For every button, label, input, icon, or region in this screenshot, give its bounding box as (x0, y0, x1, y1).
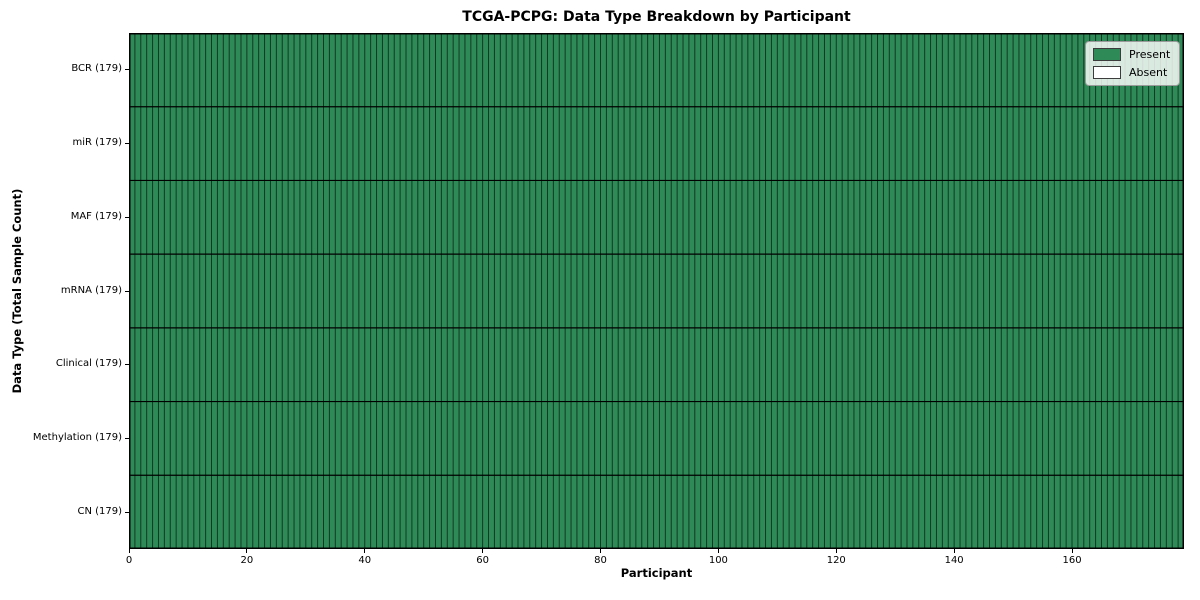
legend-label-present: Present (1129, 48, 1171, 61)
legend-swatch-present-icon (1093, 48, 1121, 61)
legend-swatch-absent-icon (1093, 66, 1121, 79)
x-tick-label: 0 (125, 555, 133, 566)
x-axis-label: Participant (620, 566, 693, 580)
y-tick-mark (125, 143, 129, 145)
x-tick-label: 120 (826, 555, 846, 566)
y-tick-label: Clinical (179) (55, 358, 122, 370)
legend-item-absent: Absent (1093, 66, 1170, 79)
x-tick-mark (364, 549, 366, 553)
x-tick-label: 140 (944, 555, 964, 566)
x-tick-label: 100 (708, 555, 728, 566)
legend-label-absent: Absent (1129, 66, 1168, 79)
heatmap-svg (129, 33, 1184, 549)
x-tick-mark (953, 549, 955, 553)
plot-area: Present Absent (129, 33, 1184, 549)
y-tick-label: mRNA (179) (60, 284, 122, 296)
x-tick-label: 160 (1062, 555, 1082, 566)
x-tick-label: 40 (358, 555, 372, 566)
x-tick-mark (482, 549, 484, 553)
x-tick-label: 80 (594, 555, 607, 566)
y-tick-mark (125, 69, 129, 71)
y-tick-mark (125, 290, 129, 292)
y-tick-mark (125, 511, 129, 513)
y-tick-label: miR (179) (72, 137, 122, 149)
x-tick-mark (1071, 549, 1073, 553)
x-tick-mark (835, 549, 837, 553)
x-tick-mark (246, 549, 248, 553)
legend: Present Absent (1085, 41, 1181, 86)
y-tick-label: BCR (179) (71, 63, 122, 75)
x-tick-mark (717, 549, 719, 553)
y-tick-mark (125, 437, 129, 439)
x-tick-mark (600, 549, 601, 553)
y-tick-label: MAF (179) (70, 210, 122, 222)
x-tick-label: 60 (476, 555, 489, 566)
x-tick-label: 20 (240, 555, 254, 566)
legend-item-present: Present (1093, 48, 1170, 61)
x-tick-mark (128, 549, 130, 553)
chart-title: TCGA-PCPG: Data Type Breakdown by Partic… (462, 9, 851, 25)
y-tick-mark (125, 364, 129, 366)
y-tick-mark (125, 216, 129, 218)
y-tick-label: Methylation (179) (32, 431, 122, 443)
y-tick-label: CN (179) (77, 505, 122, 517)
